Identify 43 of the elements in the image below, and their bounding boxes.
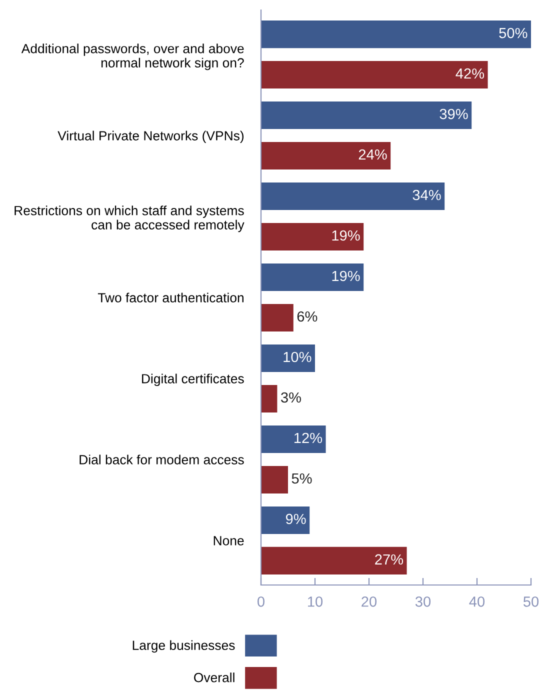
y-tick-label: Digital certificates [142,374,244,386]
bar [261,425,326,453]
bar [261,222,364,251]
data-label: 9% [286,514,306,524]
x-tick-label: 40 [469,596,485,607]
bar [261,384,278,412]
bar [261,61,488,89]
data-label: 10% [284,352,312,362]
data-label: 24% [358,149,387,160]
y-tick-label: Additional passwords, over and above normal network sign on? [21,44,244,70]
data-label: 6% [297,311,318,322]
bar [261,182,445,210]
legend-label: Overall [194,672,234,682]
bar [261,506,310,534]
legend-label: Large businesses [132,640,235,653]
data-label: 39% [440,108,468,120]
data-label: 5% [292,473,312,484]
x-tick-label: 0 [258,596,264,607]
data-label: 27% [375,554,404,565]
bar [261,263,364,292]
bar [261,20,531,48]
data-label: 3% [280,392,301,403]
data-label: 12% [294,432,322,444]
bar [261,304,294,332]
bar [261,102,472,130]
x-tick-label: 10 [308,596,323,607]
y-tick-label: Virtual Private Networks (VPNs) [58,130,244,144]
x-tick-label: 50 [523,596,539,607]
data-label: 50% [499,28,528,38]
y-tick-label: Restrictions on which staff and systems can be accessed remotely [14,206,244,232]
data-label: 34% [412,190,441,200]
bar [261,546,407,574]
x-tick-label: 20 [362,596,377,607]
y-tick-label: Two factor authentication [98,292,244,302]
y-tick-label: Dial back for modem access [80,454,244,464]
data-label: 42% [456,68,484,79]
bar [261,344,315,372]
y-tick-label: None [214,536,244,546]
x-tick-label: 30 [415,596,431,607]
bar [261,142,391,170]
bar [261,466,288,494]
data-label: 19% [332,230,360,241]
data-label: 19% [332,270,360,282]
